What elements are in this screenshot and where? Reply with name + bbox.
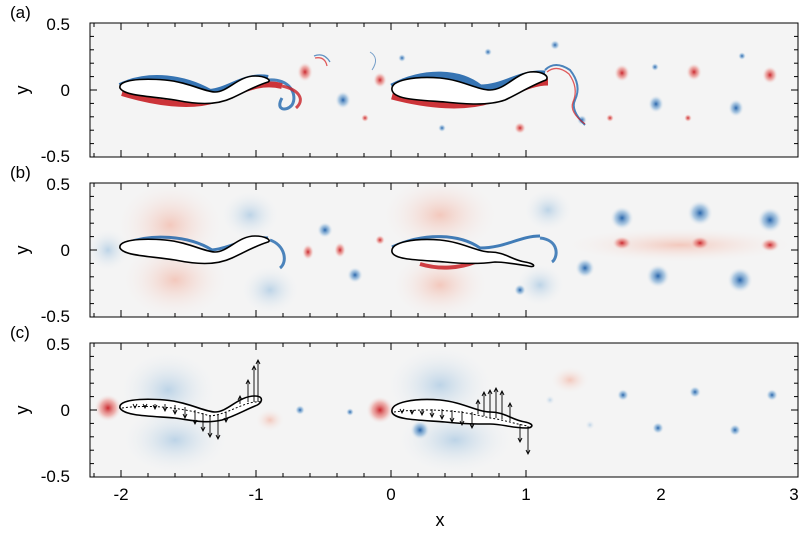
xtick-label: -1 bbox=[248, 485, 263, 504]
velocity-arrow-head bbox=[487, 388, 493, 395]
velocity-arrow-head bbox=[507, 401, 513, 408]
velocity-arrow-head bbox=[409, 409, 415, 416]
velocity-arrow-head bbox=[200, 426, 206, 433]
velocity-arrow-head bbox=[419, 410, 425, 417]
velocity-arrow-head bbox=[481, 390, 487, 397]
velocity-arrow-head bbox=[459, 420, 465, 427]
velocity-arrow-head bbox=[493, 386, 499, 393]
x-axis-label: x bbox=[436, 510, 445, 530]
panel-b bbox=[89, 182, 799, 318]
velocity-arrow-head bbox=[237, 394, 243, 401]
velocity-arrow-head bbox=[475, 398, 481, 405]
velocity-arrow-head bbox=[245, 378, 251, 385]
panel-b-body-1 bbox=[119, 235, 270, 265]
xtick-label: 1 bbox=[521, 485, 530, 504]
xtick-label: 2 bbox=[656, 485, 665, 504]
panel-b-ytick-bottom: -0.5 bbox=[41, 307, 70, 326]
velocity-arrow-head bbox=[142, 403, 148, 410]
xtick-label: -2 bbox=[113, 485, 128, 504]
panel-c-label: (c) bbox=[10, 323, 30, 342]
velocity-arrow-head bbox=[223, 417, 229, 424]
velocity-arrow-head bbox=[517, 437, 523, 444]
panel-a-ylabel: y bbox=[12, 86, 32, 95]
panel-a-ytick-bottom: -0.5 bbox=[41, 147, 70, 166]
panel-c-ytick-mid: 0 bbox=[61, 401, 70, 420]
velocity-arrow-head bbox=[399, 408, 405, 415]
panel-c-ylabel: y bbox=[12, 406, 32, 415]
velocity-arrow-head bbox=[207, 432, 213, 439]
panel-a-ytick-top: 0.5 bbox=[46, 15, 70, 34]
axis-ticks bbox=[90, 22, 798, 478]
panel-c-ytick-bottom: -0.5 bbox=[41, 467, 70, 486]
velocity-arrow-head bbox=[525, 449, 531, 456]
velocity-arrow-head bbox=[251, 364, 257, 371]
panel-a-ytick-mid: 0 bbox=[61, 81, 70, 100]
panel-b-ylabel: y bbox=[12, 246, 32, 255]
xtick-label: 0 bbox=[386, 485, 395, 504]
panel-c-velocity-arrows bbox=[132, 358, 531, 456]
panel-b-label: (b) bbox=[10, 163, 31, 182]
panel-a bbox=[89, 22, 799, 158]
velocity-arrow-head bbox=[499, 389, 505, 396]
panel-b-ytick-top: 0.5 bbox=[46, 175, 70, 194]
panel-c bbox=[89, 342, 799, 478]
velocity-arrow-head bbox=[215, 434, 221, 441]
velocity-arrow-head bbox=[429, 412, 435, 419]
panel-b-body-2 bbox=[391, 238, 535, 268]
velocity-arrow-head bbox=[469, 423, 475, 430]
velocity-arrow-head bbox=[182, 413, 188, 420]
panel-b-ytick-mid: 0 bbox=[61, 241, 70, 260]
velocity-arrow-head bbox=[172, 409, 178, 416]
panel-a-body-1 bbox=[119, 75, 270, 105]
panel-a-label: (a) bbox=[10, 3, 31, 22]
xtick-label: 3 bbox=[789, 485, 798, 504]
velocity-arrow-head bbox=[152, 404, 158, 411]
panel-c-ytick-top: 0.5 bbox=[46, 335, 70, 354]
velocity-arrow-head bbox=[192, 419, 198, 426]
velocity-arrow-head bbox=[132, 403, 138, 410]
velocity-arrow-head bbox=[162, 406, 168, 413]
velocity-arrow-head bbox=[439, 414, 445, 421]
velocity-arrow-head bbox=[255, 358, 261, 365]
panel-a-body-2 bbox=[391, 71, 548, 105]
velocity-arrow-head bbox=[449, 417, 455, 424]
